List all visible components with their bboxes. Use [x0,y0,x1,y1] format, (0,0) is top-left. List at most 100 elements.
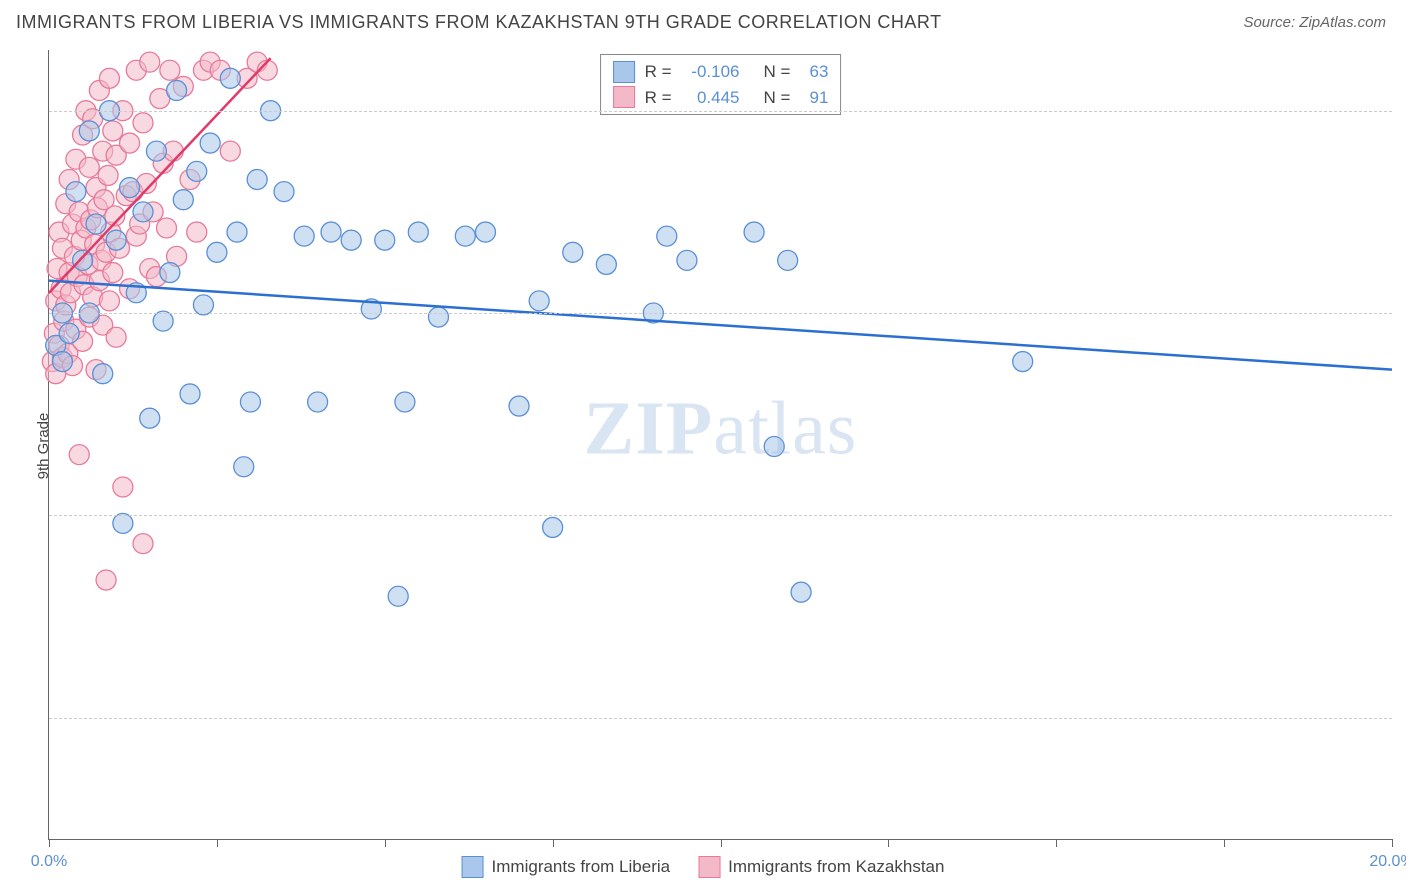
x-tick [553,839,554,847]
scatter-point [187,161,207,181]
x-tick-label: 0.0% [31,853,67,871]
y-tick-label: 85.0% [1402,709,1406,727]
scatter-point [99,68,119,88]
scatter-point [106,327,126,347]
scatter-point [59,323,79,343]
scatter-point [113,513,133,533]
series-legend-label: Immigrants from Kazakhstan [728,857,944,877]
scatter-point [388,586,408,606]
stat-n-label: N = [764,85,791,111]
x-tick [49,839,50,847]
stat-n-value: 63 [800,59,828,85]
scatter-point [408,222,428,242]
scatter-point [52,352,72,372]
y-tick-label: 95.0% [1402,304,1406,322]
scatter-point [274,182,294,202]
scatter-point [73,250,93,270]
gridline [49,718,1392,719]
scatter-point [428,307,448,327]
scatter-point [133,202,153,222]
y-tick-label: 90.0% [1402,506,1406,524]
scatter-point [86,214,106,234]
scatter-point [227,222,247,242]
legend-swatch [698,856,720,878]
legend-swatch [613,86,635,108]
gridline [49,515,1392,516]
scatter-point [146,141,166,161]
scatter-point [113,477,133,497]
scatter-point [167,80,187,100]
trend-line [49,281,1392,370]
scatter-point [200,133,220,153]
chart-title: IMMIGRANTS FROM LIBERIA VS IMMIGRANTS FR… [16,12,942,33]
scatter-point [193,295,213,315]
scatter-point [764,437,784,457]
scatter-point [180,384,200,404]
scatter-point [99,291,119,311]
scatter-point [375,230,395,250]
scatter-point [657,226,677,246]
scatter-point [173,190,193,210]
scatter-point [475,222,495,242]
scatter-point [103,263,123,283]
gridline [49,111,1392,112]
scatter-point [563,242,583,262]
y-tick-label: 100.0% [1402,102,1406,120]
scatter-point [529,291,549,311]
stat-r-label: R = [645,85,672,111]
scatter-point [140,52,160,72]
scatter-point [596,254,616,274]
scatter-point [234,457,254,477]
legend-swatch [462,856,484,878]
scatter-point [157,218,177,238]
scatter-point [509,396,529,416]
series-legend: Immigrants from Liberia Immigrants from K… [462,856,945,878]
x-tick [1056,839,1057,847]
x-tick [1224,839,1225,847]
x-tick [721,839,722,847]
series-legend-item: Immigrants from Kazakhstan [698,856,944,878]
stat-n-label: N = [764,59,791,85]
x-tick [1392,839,1393,847]
scatter-point [140,408,160,428]
stat-r-value: -0.106 [682,59,740,85]
scatter-point [153,311,173,331]
x-tick-label: 20.0% [1369,853,1406,871]
stats-legend-row: R =-0.106N =63 [613,59,829,85]
scatter-point [133,113,153,133]
scatter-point [543,517,563,537]
scatter-point [341,230,361,250]
scatter-point [308,392,328,412]
scatter-point [120,178,140,198]
scatter-point [778,250,798,270]
chart-source: Source: ZipAtlas.com [1243,14,1386,31]
scatter-point [187,222,207,242]
scatter-point [207,242,227,262]
scatter-point [395,392,415,412]
scatter-point [744,222,764,242]
scatter-point [455,226,475,246]
scatter-point [294,226,314,246]
stat-r-value: 0.445 [682,85,740,111]
scatter-point [133,534,153,554]
scatter-point [677,250,697,270]
scatter-point [66,182,86,202]
scatter-point [791,582,811,602]
gridline [49,313,1392,314]
scatter-point [98,165,118,185]
series-legend-label: Immigrants from Liberia [492,857,671,877]
scatter-point [96,570,116,590]
scatter-point [240,392,260,412]
scatter-point [103,121,123,141]
scatter-point [106,230,126,250]
scatter-point [120,133,140,153]
scatter-point [160,60,180,80]
chart-plot-area: ZIPatlas R =-0.106N =63R =0.445N =91 85.… [48,50,1392,840]
scatter-point [247,169,267,189]
scatter-point [69,445,89,465]
scatter-point [79,157,99,177]
scatter-point [79,121,99,141]
series-legend-item: Immigrants from Liberia [462,856,671,878]
x-tick [217,839,218,847]
scatter-point [1013,352,1033,372]
